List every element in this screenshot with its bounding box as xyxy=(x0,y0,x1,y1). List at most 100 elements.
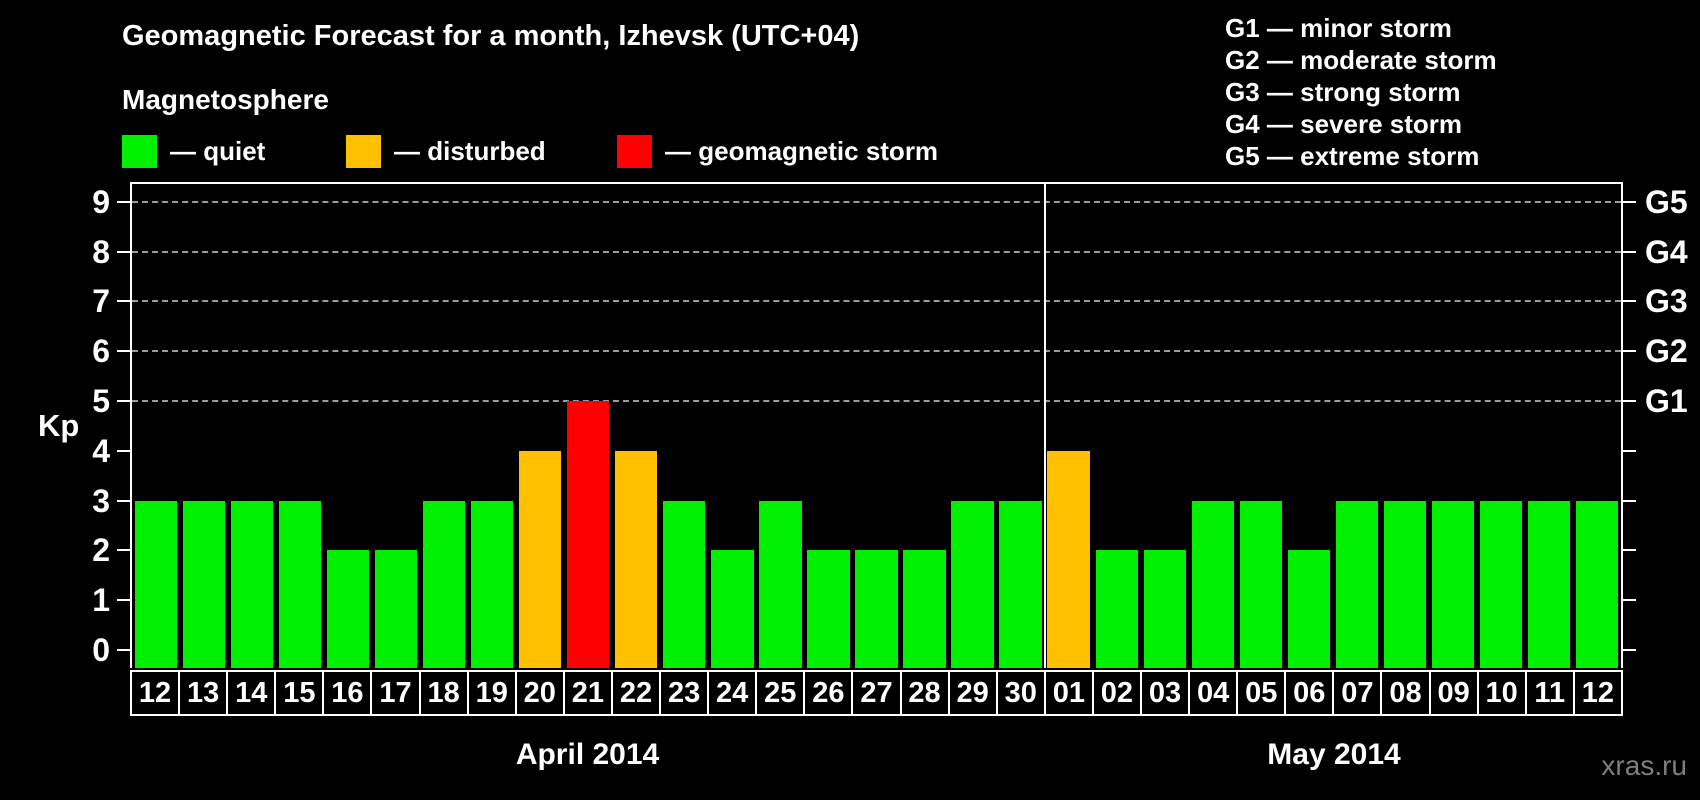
date-cell: 16 xyxy=(322,670,373,716)
date-cell: 10 xyxy=(1476,670,1527,716)
bar-slot xyxy=(708,184,756,668)
g-scale-legend-line: G3 — strong storm xyxy=(1225,77,1461,107)
y-tick-label: 6 xyxy=(92,333,110,370)
kp-bar-26 xyxy=(807,550,850,668)
y-tick xyxy=(117,300,130,303)
date-cell: 21 xyxy=(562,670,613,716)
kp-bar-18 xyxy=(423,500,466,668)
g-scale-legend-line: G2 — moderate storm xyxy=(1225,45,1497,75)
chart-title: Geomagnetic Forecast for a month, Izhevs… xyxy=(122,20,860,52)
bar-slot xyxy=(997,184,1045,668)
y-tick xyxy=(117,499,130,502)
date-axis: 12 13 14 15 16 17 18 19 20 21 22 23 24 25 26 27 28 29 30 01… xyxy=(130,670,1623,716)
g-tick xyxy=(1623,599,1636,602)
kp-bar-13 xyxy=(182,500,226,668)
y-tick-label: 3 xyxy=(92,482,110,519)
storm-swatch-icon xyxy=(617,134,652,168)
date-cell: 13 xyxy=(178,670,229,716)
date-cell: 28 xyxy=(899,670,950,716)
kp-bar-29 xyxy=(951,500,994,668)
y-tick-label: 9 xyxy=(92,183,110,220)
bars-container xyxy=(132,184,1621,668)
g-tick xyxy=(1623,250,1636,253)
date-cell: 04 xyxy=(1188,670,1239,716)
kp-bar-11 xyxy=(1527,500,1571,668)
gridline-kp-6 xyxy=(132,350,1621,353)
legend-item-storm: — geomagnetic storm xyxy=(617,134,938,168)
bar-slot xyxy=(228,184,276,668)
bar-slot xyxy=(1237,184,1285,668)
g-tick xyxy=(1623,350,1636,353)
month-label-1: May 2014 xyxy=(1267,738,1401,771)
kp-bar-16 xyxy=(327,550,370,668)
y-tick-label: 7 xyxy=(92,283,110,320)
kp-bar-23 xyxy=(663,500,706,668)
bar-slot xyxy=(564,184,612,668)
kp-bar-12 xyxy=(134,500,178,668)
legend-item-quiet: — quiet xyxy=(122,134,265,168)
bar-slot xyxy=(660,184,708,668)
g-axis-label-G3: G3 xyxy=(1645,283,1688,320)
g-axis-label-G4: G4 xyxy=(1645,233,1688,270)
kp-bar-08 xyxy=(1383,500,1426,668)
kp-bar-17 xyxy=(375,550,418,668)
kp-bar-03 xyxy=(1143,550,1186,668)
y-tick xyxy=(117,599,130,602)
legend-item-label: — disturbed xyxy=(394,135,546,166)
g-tick xyxy=(1623,300,1636,303)
magnetosphere-label: Magnetosphere xyxy=(122,84,329,115)
date-cell: 15 xyxy=(274,670,325,716)
g-tick xyxy=(1623,400,1636,402)
bar-slot xyxy=(901,184,949,668)
g-axis-label-G1: G1 xyxy=(1645,383,1688,419)
bar-slot xyxy=(276,184,324,668)
kp-bar-19 xyxy=(471,500,514,668)
y-tick-label: 1 xyxy=(92,582,110,619)
bar-slot xyxy=(180,184,228,668)
kp-bar-14 xyxy=(230,500,274,668)
y-tick-label: 8 xyxy=(92,233,110,270)
quiet-swatch-icon xyxy=(122,134,157,168)
bar-slot xyxy=(1045,184,1093,668)
kp-bar-30 xyxy=(999,500,1042,668)
kp-bar-05 xyxy=(1239,500,1282,668)
date-cell: 02 xyxy=(1091,670,1142,716)
date-cell: 19 xyxy=(466,670,517,716)
date-cell: 06 xyxy=(1284,670,1335,716)
y-tick xyxy=(117,549,130,552)
g-tick xyxy=(1623,449,1636,452)
g-tick xyxy=(1623,499,1636,502)
kp-bar-21 xyxy=(567,401,610,668)
bar-slot xyxy=(1429,184,1477,668)
kp-bar-15 xyxy=(278,500,322,668)
kp-bar-07 xyxy=(1335,500,1378,668)
kp-bar-09 xyxy=(1431,500,1474,668)
y-tick xyxy=(117,200,130,203)
bar-slot xyxy=(804,184,852,668)
g-tick xyxy=(1623,200,1636,203)
g-axis-label-G2: G2 xyxy=(1645,333,1688,370)
bar-slot xyxy=(1285,184,1333,668)
y-tick xyxy=(117,400,130,402)
kp-bar-20 xyxy=(519,450,562,668)
y-tick-label: 4 xyxy=(92,432,110,469)
disturbed-swatch-icon xyxy=(346,134,381,168)
kp-bar-10 xyxy=(1479,500,1523,668)
bar-slot xyxy=(1381,184,1429,668)
y-axis-title: Kp xyxy=(38,408,80,443)
date-cell: 30 xyxy=(995,670,1046,716)
plot-area xyxy=(130,182,1623,668)
kp-bar-04 xyxy=(1191,500,1234,668)
bar-slot xyxy=(1573,184,1621,668)
date-cell: 23 xyxy=(659,670,710,716)
month-label-0: April 2014 xyxy=(515,738,660,771)
legend-item-label: — geomagnetic storm xyxy=(665,135,939,166)
gridline-kp-9 xyxy=(132,200,1621,203)
bar-slot xyxy=(612,184,660,668)
y-tick xyxy=(117,449,130,452)
date-cell: 08 xyxy=(1380,670,1431,716)
bar-slot xyxy=(516,184,564,668)
watermark: xras.ru xyxy=(1601,750,1687,781)
kp-bar-28 xyxy=(903,550,946,668)
bar-slot xyxy=(468,184,516,668)
